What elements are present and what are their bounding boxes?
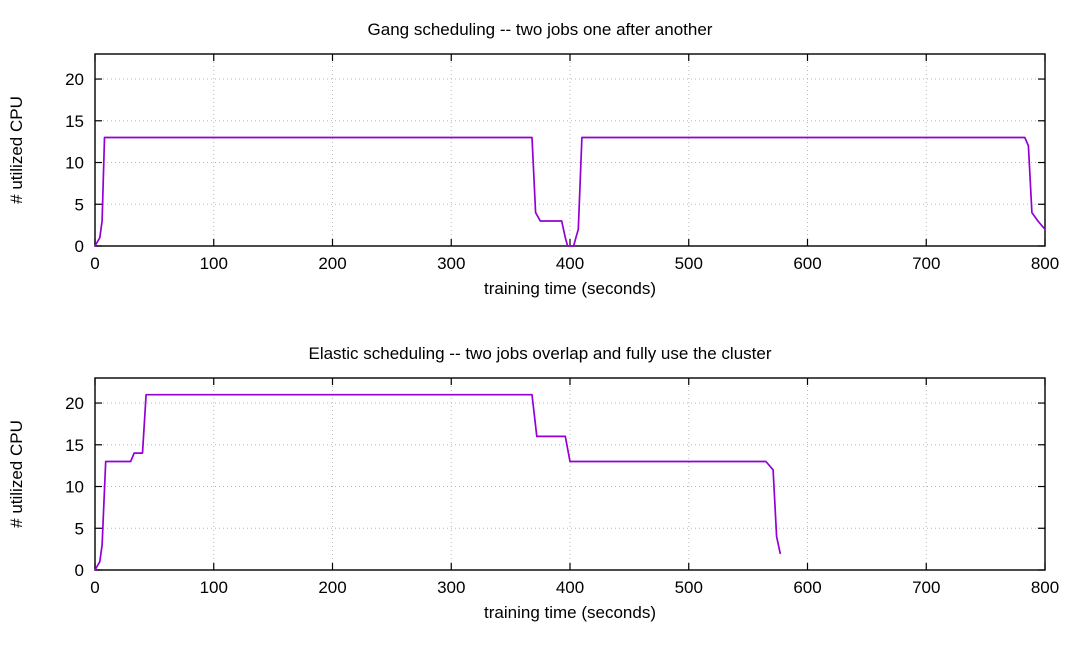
x-tick-label: 200 bbox=[318, 578, 346, 597]
x-tick-label: 500 bbox=[675, 254, 703, 273]
x-tick-label: 400 bbox=[556, 578, 584, 597]
series-line-utilized-cpus bbox=[94, 393, 782, 571]
x-tick-label: 100 bbox=[200, 578, 228, 597]
y-tick-label: 20 bbox=[65, 70, 84, 89]
y-tick-label: 0 bbox=[75, 237, 84, 256]
x-axis-label-elastic: training time (seconds) bbox=[484, 603, 656, 622]
x-tick-label: 300 bbox=[437, 578, 465, 597]
series-line-utilized-cpus bbox=[94, 136, 1046, 247]
plot-border bbox=[94, 377, 1046, 571]
x-tick-label: 300 bbox=[437, 254, 465, 273]
x-tick-label: 600 bbox=[793, 254, 821, 273]
gang-scheduling-plot: 0 100 200 300 400 500 600 700 800 0 5 10 15 20 # utili… bbox=[7, 53, 1059, 273]
y-tick-label: 5 bbox=[75, 195, 84, 214]
x-tick-label: 800 bbox=[1031, 578, 1059, 597]
y-tick-label: 20 bbox=[65, 394, 84, 413]
chart-gang-scheduling: Gang scheduling -- two jobs one after an… bbox=[7, 20, 1059, 298]
elastic-scheduling-plot: 0 100 200 300 400 500 600 700 800 0 5 10 15 20 # utili… bbox=[7, 377, 1059, 597]
x-axis-label-gang: training time (seconds) bbox=[484, 279, 656, 298]
x-tick-label: 700 bbox=[912, 578, 940, 597]
chart-title-gang: Gang scheduling -- two jobs one after an… bbox=[367, 20, 713, 39]
y-axis-label: # utilized CPU bbox=[7, 96, 26, 204]
x-tick-label: 700 bbox=[912, 254, 940, 273]
y-tick-label: 15 bbox=[65, 436, 84, 455]
x-tick-label: 200 bbox=[318, 254, 346, 273]
x-tick-label: 400 bbox=[556, 254, 584, 273]
x-tick-label: 600 bbox=[793, 578, 821, 597]
chart-elastic-scheduling: Elastic scheduling -- two jobs overlap a… bbox=[0, 324, 1080, 648]
x-tick-label: 0 bbox=[90, 254, 99, 273]
y-tick-label: 10 bbox=[65, 154, 84, 173]
y-tick-label: 0 bbox=[75, 561, 84, 580]
x-tick-label: 100 bbox=[200, 254, 228, 273]
y-axis-label: # utilized CPU bbox=[7, 420, 26, 528]
chart-title-elastic: Elastic scheduling -- two jobs overlap a… bbox=[308, 344, 772, 363]
y-tick-label: 15 bbox=[65, 112, 84, 131]
x-tick-label: 800 bbox=[1031, 254, 1059, 273]
x-tick-label: 0 bbox=[90, 578, 99, 597]
y-tick-label: 5 bbox=[75, 519, 84, 538]
x-tick-label: 500 bbox=[675, 578, 703, 597]
y-tick-label: 10 bbox=[65, 478, 84, 497]
